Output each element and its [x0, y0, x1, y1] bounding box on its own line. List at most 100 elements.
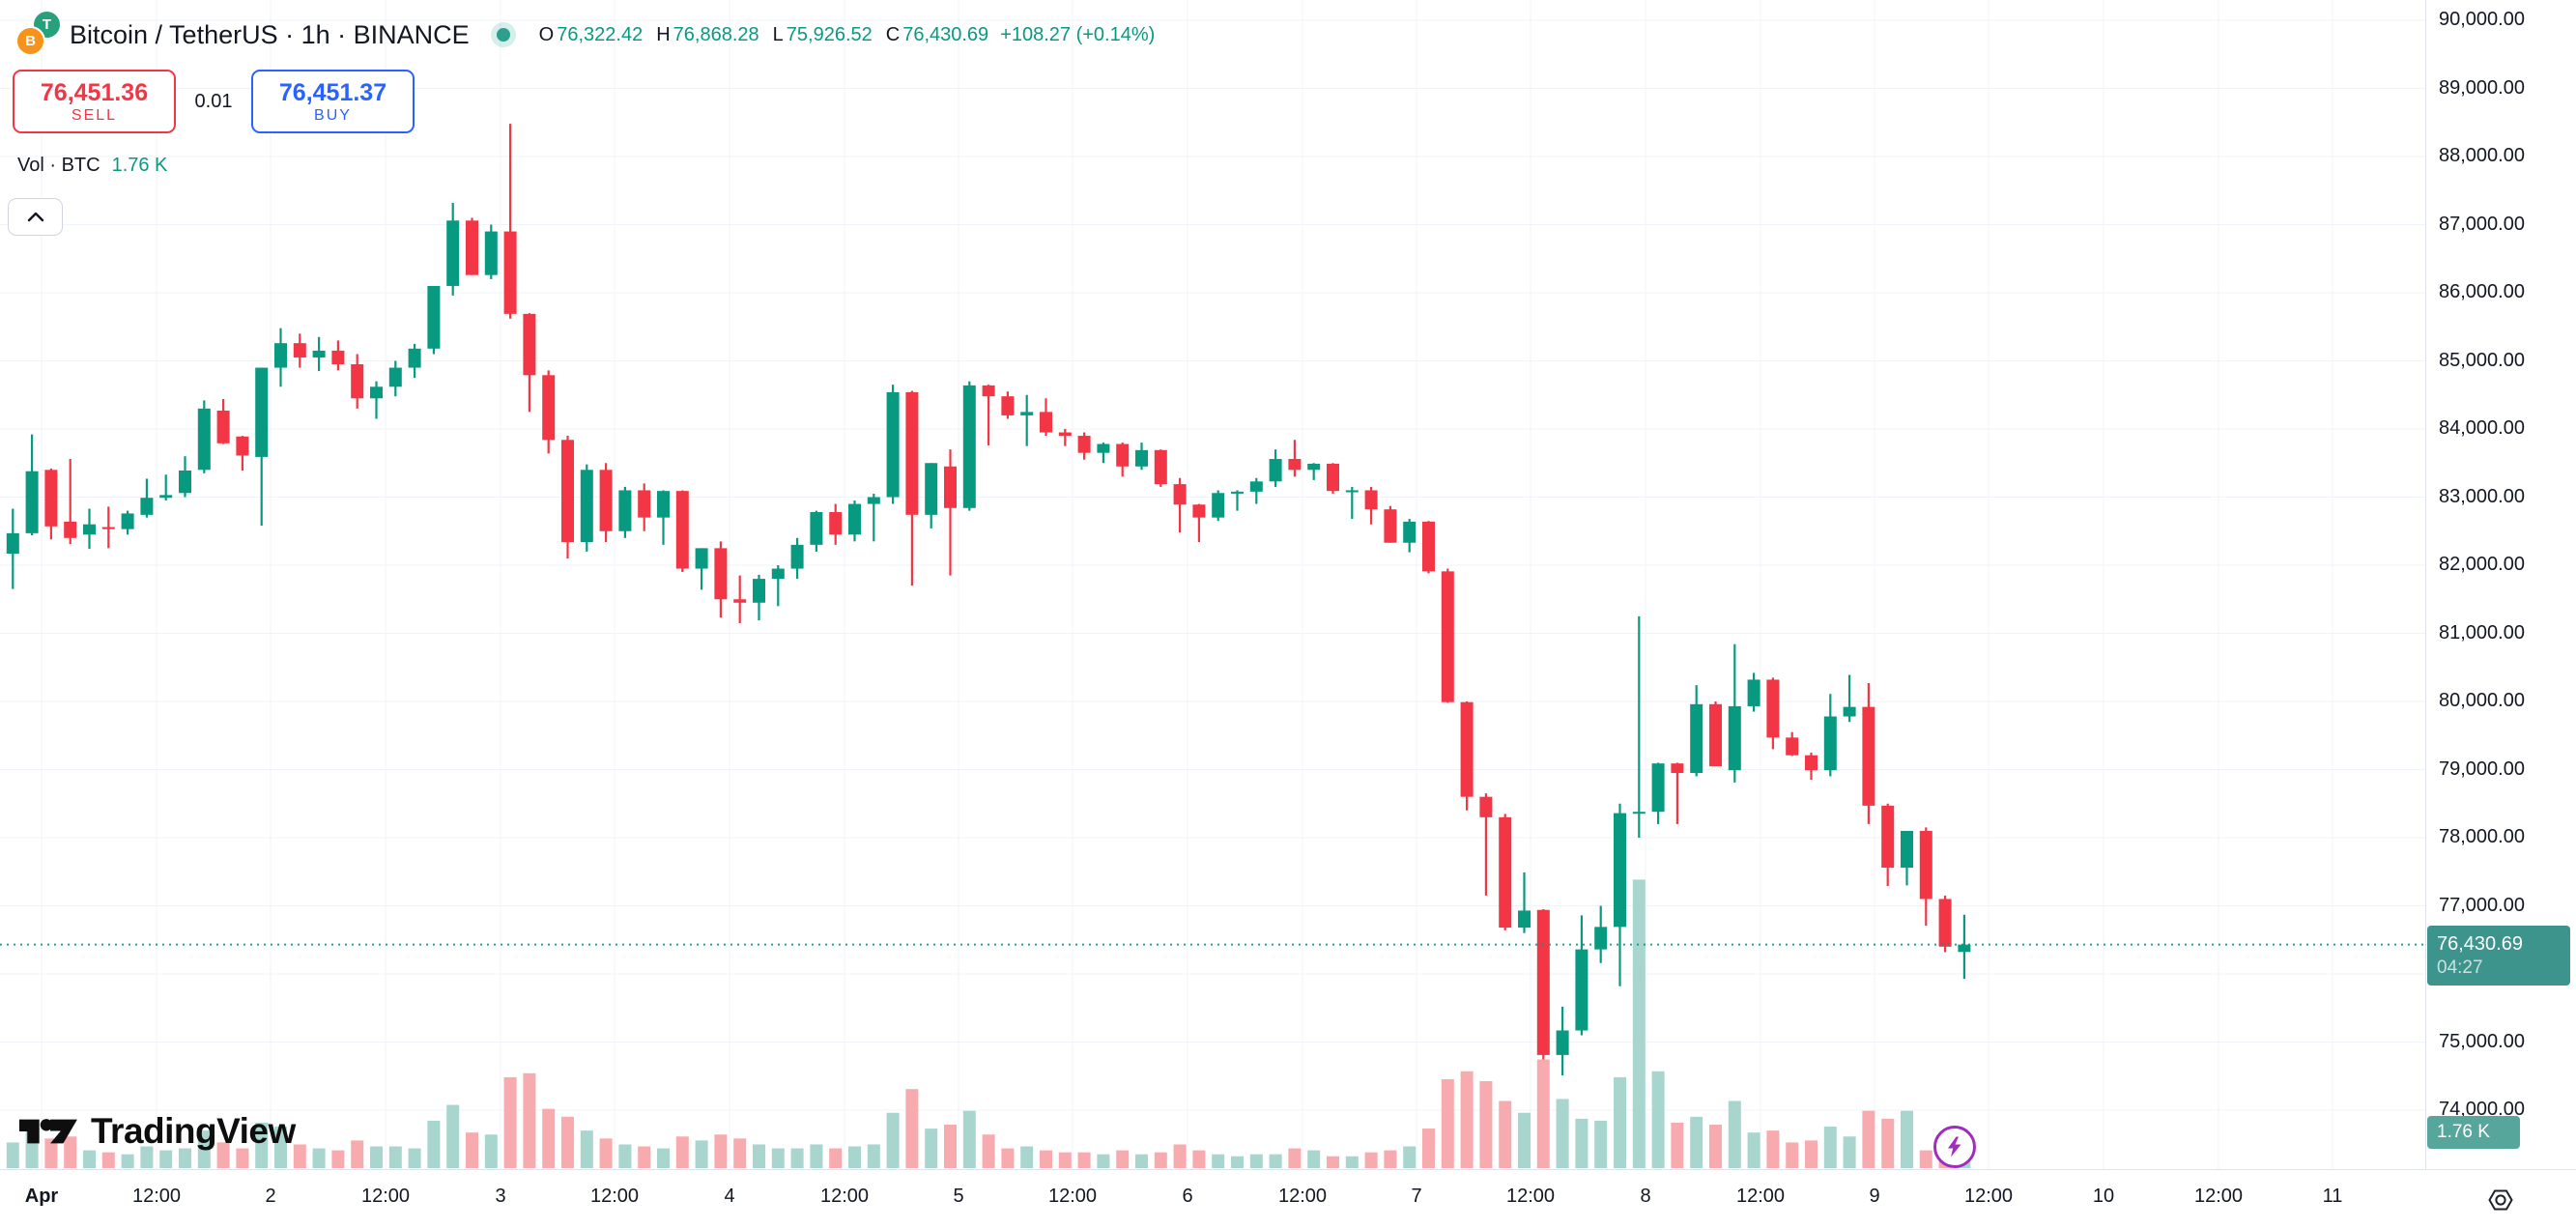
volume-bar [1823, 1127, 1837, 1168]
time-axis-label: 5 [953, 1186, 964, 1207]
candle-body [1441, 571, 1454, 702]
volume-bar [1040, 1150, 1052, 1168]
volume-bar [810, 1144, 823, 1168]
candle-body [1786, 737, 1799, 756]
open-label: O [538, 23, 555, 45]
volume-bar [159, 1150, 173, 1168]
volume-bar [638, 1146, 651, 1168]
candle-body [6, 532, 19, 555]
candle-body [675, 491, 689, 569]
candle-body [771, 568, 785, 580]
symbol-title[interactable]: Bitcoin / TetherUS · 1h · BINANCE [70, 19, 470, 49]
quick-trade-button[interactable] [1933, 1126, 1976, 1168]
volume-bar [1614, 1076, 1626, 1168]
time-axis[interactable]: Apr 12:00 2 12:00 3 12:00 4 12:00 5 12:00 6 12:00 7 1… [0, 1169, 2576, 1229]
volume-bar [1536, 1059, 1550, 1168]
volume-axis-badge: 1.76 K [2427, 1116, 2520, 1149]
volume-bar [1307, 1150, 1321, 1168]
candle-body [293, 343, 306, 357]
volume-bar [1556, 1099, 1569, 1168]
price-axis[interactable]: 90,000.00 89,000.00 88,000.00 87,000.00 86,0… [2425, 0, 2576, 1169]
candle-body [1097, 443, 1110, 453]
candle-body [1766, 679, 1780, 738]
volume-bar [1671, 1122, 1684, 1168]
volume-bar [1077, 1152, 1091, 1168]
collapse-legend-button[interactable] [8, 198, 63, 236]
candle-body [848, 503, 861, 535]
volume-bar [1575, 1118, 1589, 1168]
time-axis-label: 6 [1182, 1186, 1193, 1207]
candle-body [1212, 493, 1225, 518]
market-status-icon[interactable] [490, 22, 516, 47]
volume-bar [427, 1120, 441, 1168]
candle-body [216, 410, 230, 443]
candle-body [1384, 509, 1397, 543]
axis-settings-icon[interactable] [2485, 1185, 2516, 1215]
volume-bar [790, 1148, 804, 1168]
candle-body [982, 385, 995, 397]
candle-body [408, 348, 421, 368]
volume-bar [1154, 1152, 1167, 1168]
candle-body [599, 470, 613, 531]
candle-body [274, 343, 287, 368]
volume-bar [886, 1112, 900, 1168]
volume-bar [216, 1142, 230, 1168]
candle-body [1135, 449, 1148, 467]
volume-bar [1518, 1112, 1531, 1168]
volume-bar [695, 1140, 708, 1168]
chevron-up-icon [27, 212, 43, 221]
volume-bar [179, 1148, 191, 1168]
time-axis-label: 12:00 [131, 1186, 182, 1207]
candle-body [1823, 716, 1837, 771]
candle-body [1919, 830, 1932, 900]
candle-body [1958, 944, 1971, 953]
candle-body [1249, 481, 1263, 492]
close-value: 76,430.69 [902, 23, 989, 45]
tradingview-logo-icon [19, 1119, 77, 1144]
volume-bar [236, 1148, 249, 1168]
volume-bar [1231, 1156, 1244, 1168]
candle-body [1614, 813, 1626, 928]
chart-legend: T B Bitcoin / TetherUS · 1h · BINANCE O 7… [15, 10, 1155, 60]
time-axis-label: 12:00 [819, 1186, 870, 1207]
buy-label: BUY [314, 106, 352, 124]
volume-bar [1058, 1152, 1072, 1168]
candle-body [1938, 899, 1952, 947]
volume-bar [121, 1154, 134, 1168]
volume-bar [1632, 879, 1646, 1168]
volume-bar [1422, 1129, 1435, 1168]
volume-bar [542, 1108, 556, 1168]
candle-body [580, 470, 593, 543]
volume-bar [1594, 1120, 1608, 1168]
volume-bar [1192, 1150, 1206, 1168]
volume-bar [962, 1110, 976, 1168]
candle-body [1862, 706, 1875, 806]
candle-body [1881, 805, 1895, 869]
sell-label: SELL [71, 106, 118, 124]
volume-bar [829, 1148, 843, 1168]
candle-body [159, 495, 173, 499]
symbol-logo: T B [15, 12, 62, 58]
candle-body [1422, 521, 1435, 572]
candle-body [753, 579, 765, 603]
time-axis-label: Apr [24, 1186, 59, 1207]
sell-button[interactable]: 76,451.36 SELL [13, 70, 176, 133]
volume-bar [351, 1140, 364, 1168]
volume-bar [1728, 1100, 1741, 1168]
volume-bar [905, 1089, 919, 1168]
candle-body [867, 497, 880, 504]
candle-body [1594, 927, 1608, 950]
volume-bar [1786, 1142, 1799, 1168]
change-value: +108.27 (+0.14%) [1000, 23, 1156, 45]
volume-bar [599, 1138, 613, 1168]
trade-buttons-row: 76,451.36 SELL 0.01 76,451.37 BUY [13, 70, 415, 133]
tradingview-logo[interactable]: TradingView [19, 1111, 296, 1152]
volume-bar [466, 1132, 478, 1168]
candle-body [1345, 490, 1359, 493]
buy-button[interactable]: 76,451.37 BUY [251, 70, 415, 133]
time-axis-label: 10 [2092, 1186, 2115, 1207]
candlestick-plot[interactable] [0, 0, 2425, 1169]
volume-bar [1479, 1081, 1493, 1168]
time-axis-label: 8 [1640, 1186, 1651, 1207]
